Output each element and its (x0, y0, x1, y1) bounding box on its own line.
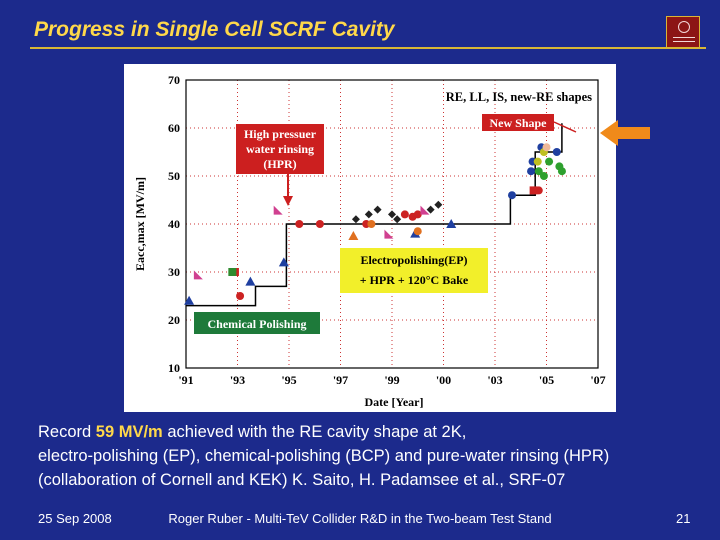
annotation-bcp: Chemical Polishing (194, 312, 320, 334)
data-point-circle (539, 172, 548, 180)
y-tick-label: 10 (168, 361, 180, 375)
data-point-triangle (446, 219, 457, 228)
data-point-circle (534, 167, 543, 176)
x-tick-label: '03 (487, 373, 502, 387)
page-number: 21 (676, 511, 691, 526)
plot-frame (185, 79, 599, 369)
data-point-triangle (245, 276, 256, 286)
svg-text:Electropolishing(EP): Electropolishing(EP) (360, 253, 467, 267)
data-point-flag (384, 229, 394, 239)
caption-line-1: Record 59 MV/m achieved with the RE cavi… (38, 423, 467, 441)
data-point-circle (507, 191, 516, 200)
caption-line-2: electro-polishing (EP), chemical-polishi… (38, 447, 610, 465)
data-point-diamond (351, 215, 360, 224)
y-tick-label: 50 (168, 169, 180, 183)
y-tick-label: 60 (168, 121, 180, 135)
data-point-flag (420, 205, 430, 215)
x-tick-label: '91 (178, 373, 193, 387)
data-point-triangle (348, 231, 359, 240)
x-tick-label: '95 (281, 373, 296, 387)
data-point-diamond (388, 210, 396, 219)
data-point-diamond (373, 205, 382, 214)
data-point-triangle (184, 295, 195, 305)
data-point-flag (193, 270, 203, 280)
data-point-circle (413, 210, 422, 219)
slide-title: Progress in Single Cell SCRF Cavity (34, 18, 395, 41)
svg-text:New Shape: New Shape (489, 116, 547, 130)
x-ticks: '91 '93 '95 '97 '99 '00 '03 '05 '07 (178, 373, 605, 387)
caption: Record 59 MV/m achieved with the RE cavi… (38, 420, 698, 492)
annotation-ep: Electropolishing(EP) + HPR + 120°C Bake (340, 248, 488, 293)
data-point-flag (273, 205, 283, 215)
data-point-circle (367, 220, 376, 228)
y-tick-label: 40 (168, 217, 180, 231)
data-point-circle (545, 157, 554, 166)
title-divider (30, 47, 706, 49)
x-tick-label: '05 (539, 373, 554, 387)
data-point-diamond (434, 200, 443, 209)
record-value: 59 MV/m (95, 423, 163, 441)
y-tick-label: 70 (168, 73, 180, 87)
data-point-circle (542, 143, 551, 152)
data-point-circle (295, 220, 304, 228)
x-tick-label: '07 (590, 373, 605, 387)
data-points (184, 143, 566, 305)
x-tick-label: '97 (333, 373, 348, 387)
x-tick-label: '93 (230, 373, 245, 387)
footer-center: Roger Ruber - Multi-TeV Collider R&D in … (168, 511, 552, 526)
y-ticks: 10 20 30 40 50 60 70 (168, 73, 180, 375)
data-point-square (529, 186, 538, 195)
y-tick-label: 30 (168, 265, 180, 279)
svg-text:High pressuer: High pressuer (244, 127, 317, 141)
x-tick-label: '00 (436, 373, 451, 387)
data-point-triangle (278, 257, 289, 267)
data-point-circle (533, 157, 542, 166)
data-point-circle (552, 148, 561, 156)
y-tick-label: 20 (168, 313, 180, 327)
data-point-circle (315, 220, 324, 228)
data-point-diamond (393, 215, 402, 224)
footer-date: 25 Sep 2008 (38, 511, 112, 526)
data-point-diamond (426, 205, 435, 214)
svg-text:water rinsing: water rinsing (246, 142, 314, 156)
university-seal-icon (666, 16, 700, 48)
data-point-diamond (364, 210, 373, 219)
left-arrow-icon (600, 120, 650, 146)
caption-line-3: (collaboration of Cornell and KEK) K. Sa… (38, 471, 566, 489)
annotation-shapes: RE, LL, IS, new-RE shapes (446, 90, 592, 104)
data-point-circle (236, 292, 245, 300)
annotation-new-shape: New Shape (482, 114, 577, 133)
y-axis-label: Eacc,max [MV/m] (133, 177, 147, 271)
svg-text:(HPR): (HPR) (263, 157, 296, 171)
data-point-circle (557, 167, 566, 176)
data-point-circle (400, 210, 409, 219)
data-point-circle (413, 227, 422, 236)
annotation-hpr: High pressuer water rinsing (HPR) (236, 124, 324, 206)
data-point-square (228, 268, 237, 276)
svg-text:Chemical Polishing: Chemical Polishing (207, 317, 306, 331)
data-point-circle (527, 167, 536, 176)
x-tick-label: '99 (384, 373, 399, 387)
x-axis-label: Date [Year] (365, 395, 424, 409)
chart-panel: 10 20 30 40 50 60 70 '91'93'95'97'99'00'03'05 '… (124, 64, 616, 412)
svg-text:+ HPR + 120°C Bake: + HPR + 120°C Bake (360, 273, 469, 287)
